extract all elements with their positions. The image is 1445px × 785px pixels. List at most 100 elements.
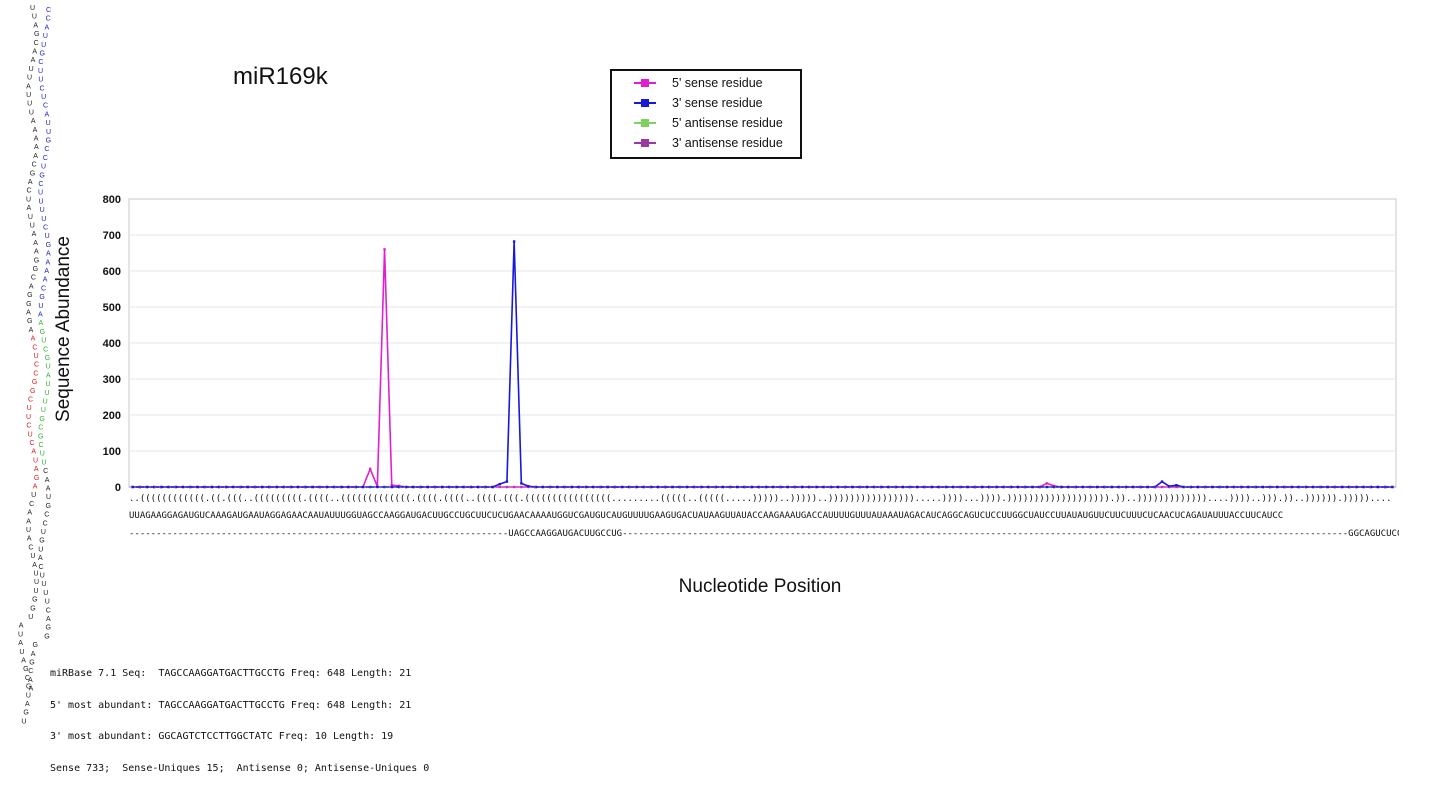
hairpin-left-base-56: U (31, 492, 36, 499)
series-1-point-80 (707, 485, 710, 489)
hairpin-right-base-20: C (38, 181, 43, 188)
series-1-point-105 (887, 485, 890, 489)
hairpin-right-base-16: C (44, 146, 49, 153)
hairpin-left-base-58: A (27, 510, 32, 517)
hairpin-right-base-68: U (45, 599, 50, 606)
hairpin-right-base-12: A (45, 111, 50, 118)
hairpin-right-base-1: C (46, 16, 51, 23)
series-1-point-77 (685, 485, 689, 489)
y-tick-label-5: 500 (103, 302, 121, 314)
hairpin-right-base-48: C (38, 425, 43, 432)
hairpin-left-base-10: U (26, 92, 31, 99)
legend-label-3-antisense: 3' antisense residue (672, 136, 783, 150)
series-1-point-148 (1196, 485, 1200, 489)
hairpin-left-base-33: G (27, 292, 32, 299)
hairpin-right-base-39: C (43, 346, 48, 353)
series-1-point-71 (642, 485, 645, 489)
hairpin-right-base-7: U (38, 68, 43, 75)
series-1-point-48 (476, 485, 480, 489)
series-1-point-114 (952, 485, 955, 489)
legend-swatch-3-sense (634, 99, 656, 107)
series-1-point-39 (412, 485, 415, 489)
precursor-sequence-line: UUAGAAGGAGAUGUCAAAGAUGAAUAGGAGAACAAUAUUU… (129, 511, 1284, 521)
series-1-point-61 (570, 485, 573, 489)
series-1-point-91 (786, 485, 789, 489)
series-1-point-102 (865, 485, 869, 489)
series-1-point-171 (1362, 485, 1365, 489)
series-1-point-70 (635, 485, 638, 489)
series-1-point-14 (232, 485, 235, 489)
series-1-point-98 (836, 485, 840, 489)
series-1-point-154 (1240, 485, 1243, 489)
series-1-point-23 (296, 485, 300, 489)
hairpin-right-base-21: U (38, 190, 43, 197)
hairpin-left-base-77: C (25, 675, 30, 682)
series-1-point-51 (498, 482, 501, 486)
hairpin-right-base-45: U (43, 399, 48, 406)
series-1-point-2 (145, 485, 149, 489)
hairpin-left-base-81: G (23, 710, 28, 717)
hairpin-left-base-37: A (29, 327, 34, 334)
hairpin-right-base-33: G (39, 294, 44, 301)
hairpin-right-base-36: A (38, 320, 43, 327)
hairpin-left-base-44: G (30, 388, 35, 395)
hairpin-left-base-36: G (27, 318, 32, 325)
legend-swatch-3-antisense (634, 139, 656, 147)
hairpin-right-base-55: A (46, 486, 51, 493)
series-1-point-111 (930, 485, 933, 489)
hairpin-right-base-57: G (45, 503, 50, 510)
hairpin-left-base-19: G (30, 170, 35, 177)
hairpin-left-base-64: A (32, 562, 37, 569)
series-1-point-63 (584, 485, 588, 489)
hairpin-right-base-43: U (46, 381, 51, 388)
hairpin-left-base-41: C (34, 362, 39, 369)
series-0-point-35 (383, 248, 386, 251)
hairpin-right-base-44: U (44, 390, 49, 397)
hairpin-left-base-22: U (26, 196, 31, 203)
series-1-point-87 (757, 485, 761, 489)
hairpin-left-base-52: U (33, 457, 38, 464)
hairpin-right-base-10: U (41, 94, 46, 101)
series-1-point-118 (980, 485, 984, 489)
hairpin-right-base-75: G (29, 660, 34, 667)
y-tick-label-4: 400 (103, 338, 121, 350)
hairpin-right-base-52: U (41, 459, 46, 466)
legend-swatch-5-antisense (634, 119, 656, 127)
series-1-point-53 (512, 240, 516, 243)
hairpin-left-base-27: A (33, 240, 38, 247)
series-1-point-173 (1376, 485, 1380, 489)
hairpin-left-base-18: C (32, 162, 37, 169)
series-1-point-29 (340, 485, 343, 489)
hairpin-left-base-50: C (29, 440, 34, 447)
series-1-point-168 (1340, 485, 1344, 489)
hairpin-left-base-11: U (27, 101, 32, 108)
secondary-structure-line: ..((((((((((((.((.(((..(((((((((.((((..(… (129, 494, 1392, 504)
hairpin-right-base-56: U (46, 494, 51, 501)
stats-line-mirbase: miRBase 7.1 Seq: TAGCCAAGGATGACTTGCCTG F… (50, 668, 412, 679)
hairpin-right-base-72: G (44, 633, 49, 640)
hairpin-left-base-59: A (26, 518, 31, 525)
hairpin-left-base-49: U (28, 431, 33, 438)
hairpin-left-base-14: A (33, 127, 38, 134)
series-1-point-170 (1355, 485, 1358, 489)
hairpin-right-base-61: G (39, 538, 44, 545)
hairpin-right-base-54: A (45, 477, 50, 484)
hairpin-right-base-9: C (40, 85, 45, 92)
series-1-point-88 (764, 485, 768, 489)
hairpin-right-base-3: U (43, 33, 48, 40)
hairpin-right-base-50: C (39, 442, 44, 449)
series-1-point-164 (1312, 485, 1315, 489)
series-1-point-30 (347, 485, 350, 489)
series-1-point-25 (311, 485, 314, 489)
series-1-point-100 (851, 485, 854, 489)
hairpin-left-base-34: G (26, 301, 31, 308)
hairpin-left-base-26: A (32, 231, 37, 238)
chart-legend: 5' sense residue 3' sense residue 5' ant… (610, 69, 802, 159)
hairpin-right-base-78: A (29, 686, 34, 693)
hairpin-left-base-62: C (28, 544, 33, 551)
hairpin-right-base-49: G (38, 433, 43, 440)
hairpin-left-base-25: U (30, 223, 35, 230)
hairpin-left-base-5: A (32, 49, 37, 56)
series-1-point-161 (1290, 485, 1293, 489)
hairpin-right-base-66: U (41, 581, 46, 588)
